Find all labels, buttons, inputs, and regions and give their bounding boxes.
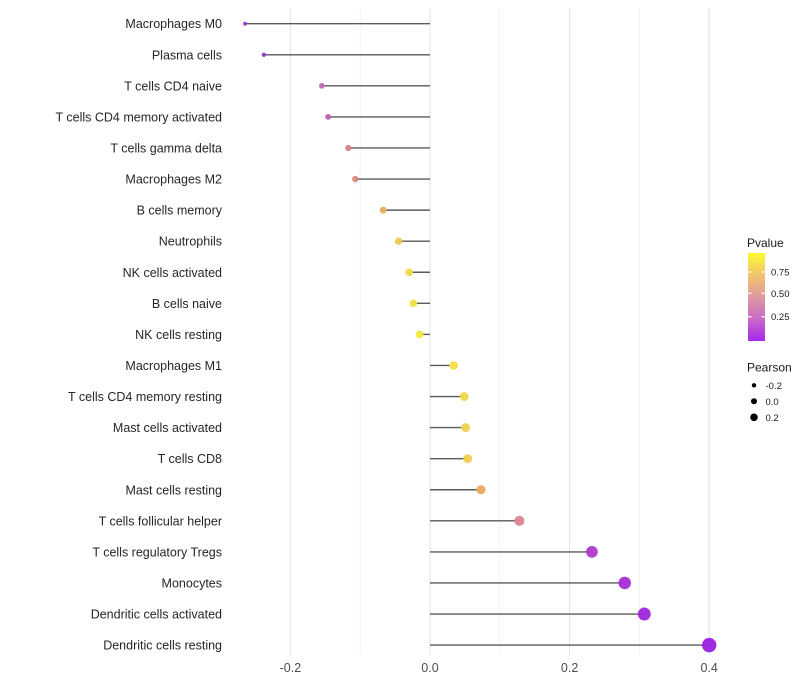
lollipop-dot: [461, 423, 471, 433]
category-label: Mast cells resting: [125, 483, 222, 497]
pearson-legend-title: Pearson: [747, 361, 792, 375]
lollipop-dot: [405, 268, 413, 277]
lollipop-dot: [618, 576, 631, 590]
lollipop-dot: [514, 515, 525, 526]
category-label: T cells CD4 naive: [124, 79, 222, 93]
category-label: B cells memory: [137, 204, 223, 218]
category-label: Mast cells activated: [113, 421, 222, 435]
pvalue-colorbar: [748, 253, 765, 341]
category-label: Dendritic cells resting: [103, 639, 222, 653]
pearson-legend-dot: [751, 383, 757, 388]
category-label: NK cells activated: [123, 266, 222, 280]
category-label: T cells CD4 memory activated: [56, 110, 223, 124]
pvalue-legend-title: Pvalue: [747, 236, 784, 250]
category-label: T cells follicular helper: [99, 514, 222, 528]
category-label: Macrophages M1: [125, 359, 222, 373]
pearson-legend-dot: [750, 413, 758, 422]
category-label: Monocytes: [162, 576, 222, 590]
category-label: T cells CD8: [158, 452, 222, 466]
x-tick-label: 0.2: [561, 661, 578, 675]
category-label: NK cells resting: [135, 328, 222, 342]
lollipop-dot: [586, 546, 598, 558]
category-label: B cells naive: [152, 297, 222, 311]
lollipop-dot: [463, 454, 473, 464]
pvalue-tick-label: 0.75: [771, 268, 790, 279]
x-tick-label: 0.0: [421, 661, 438, 675]
lollipop-dot: [243, 21, 247, 26]
lollipop-dot: [476, 485, 486, 495]
lollipop-dot: [352, 175, 359, 183]
lollipop-dot: [449, 361, 459, 370]
x-tick-label: 0.4: [701, 661, 718, 675]
lollipop-dot: [345, 144, 352, 152]
category-label: Plasma cells: [152, 48, 222, 62]
category-label: Macrophages M0: [125, 17, 222, 31]
lollipop-dot: [701, 637, 717, 653]
category-label: Neutrophils: [159, 235, 222, 249]
category-label: T cells gamma delta: [110, 141, 222, 155]
pearson-legend-label: -0.2: [766, 381, 782, 392]
lollipop-dot: [459, 392, 469, 401]
lollipop-dot: [415, 330, 424, 339]
category-label: T cells regulatory Tregs: [92, 545, 222, 559]
lollipop-dot: [637, 607, 651, 621]
pearson-legend-label: 0.2: [766, 413, 779, 424]
lollipop-dot: [409, 299, 418, 308]
lollipop-dot: [325, 114, 331, 120]
lollipop-dot: [318, 83, 325, 89]
lollipop-dot: [394, 237, 403, 245]
category-label: Macrophages M2: [125, 173, 222, 187]
pvalue-tick-label: 0.50: [771, 289, 790, 300]
category-label: Dendritic cells activated: [91, 608, 222, 622]
lollipop-dot: [261, 52, 267, 57]
pearson-legend-dot: [751, 398, 757, 405]
pearson-legend-label: 0.0: [766, 397, 779, 408]
category-label: T cells CD4 memory resting: [68, 390, 222, 404]
pvalue-tick-label: 0.25: [771, 312, 790, 323]
lollipop-dot: [379, 206, 387, 214]
x-tick-label: -0.2: [280, 661, 302, 675]
